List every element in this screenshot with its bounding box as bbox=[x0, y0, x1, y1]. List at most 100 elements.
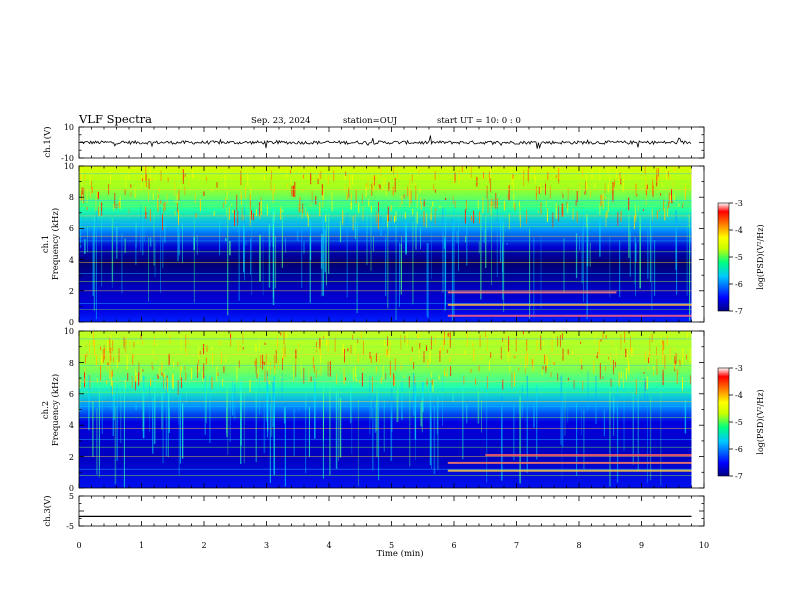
spectrogram-streak bbox=[386, 222, 389, 309]
spectrogram-streak bbox=[168, 407, 170, 433]
spectrogram-cell bbox=[567, 377, 569, 381]
spectrogram-cell bbox=[656, 346, 657, 356]
spectrogram-cell bbox=[232, 209, 234, 213]
spectrogram-streak bbox=[161, 392, 163, 430]
spectrogram-cell bbox=[534, 176, 536, 184]
spectrogram-cell bbox=[623, 170, 625, 185]
spectrogram-streak bbox=[84, 239, 86, 254]
spectrogram-streak bbox=[380, 216, 382, 237]
ch2-spectrogram-ticks bbox=[78, 330, 705, 489]
spectrogram-streak bbox=[375, 399, 378, 431]
spectrogram-cell bbox=[648, 350, 650, 362]
spectrogram-cell bbox=[667, 175, 669, 180]
spectrogram-cell bbox=[613, 179, 615, 187]
spectrogram-streak bbox=[370, 209, 372, 271]
spectrogram-cell bbox=[429, 351, 431, 363]
spectrogram-cell bbox=[602, 193, 604, 210]
spectrogram-cell bbox=[656, 168, 658, 182]
spectrogram-streak bbox=[390, 400, 393, 461]
spectrogram-cell bbox=[320, 171, 322, 180]
spectrogram-cell bbox=[669, 177, 671, 181]
spectrogram-streak bbox=[162, 378, 164, 463]
ch1-ytick-6: 6 bbox=[69, 224, 74, 233]
spectrogram-cell bbox=[354, 213, 356, 223]
spectrogram-cell bbox=[167, 377, 168, 392]
spectrogram-cell bbox=[599, 204, 601, 215]
spectrogram-cell bbox=[454, 200, 456, 208]
spectrogram-cell bbox=[507, 194, 509, 200]
spectrogram-streak bbox=[496, 206, 498, 278]
spectrogram-cell bbox=[605, 335, 607, 340]
spectrogram-cell bbox=[316, 341, 317, 348]
spectrogram-cell bbox=[221, 351, 222, 365]
spectrogram-streak bbox=[644, 378, 646, 405]
spectrogram-cell bbox=[253, 213, 254, 221]
spectrogram-band bbox=[447, 461, 692, 464]
spectrogram-cell bbox=[140, 334, 142, 340]
spectrogram-cell bbox=[386, 348, 388, 357]
spectrogram-streak bbox=[466, 403, 468, 424]
ch2-ytick-4: 4 bbox=[69, 421, 74, 430]
spectrogram-cell bbox=[282, 346, 284, 360]
spectrogram-streak bbox=[481, 399, 482, 433]
spectrogram-cell bbox=[637, 206, 639, 213]
ch3-waveform-panel: 5 -5 ch.3(V) bbox=[42, 492, 705, 531]
spectrogram-streak bbox=[116, 226, 118, 259]
ch2-ytick-8: 8 bbox=[69, 359, 74, 368]
spectrogram-cell bbox=[605, 196, 607, 200]
spectrogram-cell bbox=[264, 342, 266, 345]
spectrogram-cell bbox=[617, 212, 619, 226]
spectrogram-streak bbox=[499, 214, 502, 263]
spectrogram-cell bbox=[651, 333, 653, 343]
spectrogram-cell bbox=[674, 346, 676, 351]
spectrogram-cell bbox=[546, 212, 548, 222]
spectrogram-cell bbox=[132, 353, 134, 366]
spectrogram-streak bbox=[412, 372, 415, 416]
spectrogram-cell bbox=[407, 186, 409, 197]
spectrogram-cell bbox=[671, 188, 672, 203]
spectrogram-streak bbox=[587, 370, 589, 411]
spectrogram-cell bbox=[539, 183, 541, 193]
spectrogram-cell bbox=[443, 331, 445, 345]
spectrogram-streak bbox=[255, 383, 257, 463]
spectrogram-blank bbox=[691, 331, 704, 488]
spectrogram-streak bbox=[635, 242, 637, 262]
cbar1-tick-m4: -4 bbox=[735, 226, 743, 235]
spectrogram-cell bbox=[557, 336, 559, 347]
spectrogram-cell bbox=[361, 372, 363, 387]
spectrogram-cell bbox=[489, 361, 490, 371]
spectrogram-cell bbox=[618, 372, 620, 387]
spectrogram-cell bbox=[343, 344, 345, 352]
spectrogram-cell bbox=[586, 182, 587, 191]
spectrogram-cell bbox=[545, 199, 547, 207]
spectrogram-cell bbox=[305, 207, 307, 217]
spectrogram-cell bbox=[163, 374, 164, 390]
ch2-spectrogram-panel: 10 8 6 4 2 0 ch.2 Frequency (kHz) bbox=[41, 327, 705, 493]
spectrogram-cell bbox=[318, 172, 320, 180]
spectrogram-streak bbox=[244, 205, 245, 281]
spectrogram-cell bbox=[307, 214, 309, 227]
spectrogram-cell bbox=[354, 342, 356, 354]
spectrogram-cell bbox=[237, 340, 239, 351]
spectrogram-cell bbox=[635, 212, 637, 222]
spectrogram-cell bbox=[664, 201, 666, 205]
spectrogram-streak bbox=[269, 404, 271, 483]
spectrogram-cell bbox=[84, 378, 86, 383]
ch1-spectrogram-detail bbox=[79, 166, 704, 322]
spectrogram-cell bbox=[613, 360, 615, 375]
spectrogram-cell bbox=[419, 188, 421, 193]
spectrogram-streak bbox=[281, 373, 283, 404]
ch1-ytick-8: 8 bbox=[69, 193, 74, 202]
spectrogram-cell bbox=[350, 345, 352, 354]
spectrogram-cell bbox=[344, 175, 346, 180]
spectrogram-streak bbox=[154, 376, 156, 444]
spectrogram-streak bbox=[478, 241, 480, 254]
ch2-ytick-2: 2 bbox=[69, 453, 74, 462]
spectrogram-cell bbox=[367, 177, 369, 190]
spectrogram-cell bbox=[627, 347, 629, 360]
spectrogram-cell bbox=[470, 369, 472, 373]
spectrogram-cell bbox=[164, 202, 166, 211]
spectrogram-cell bbox=[79, 377, 81, 389]
spectrogram-cell bbox=[636, 194, 638, 197]
spectrogram-cell bbox=[293, 185, 294, 197]
